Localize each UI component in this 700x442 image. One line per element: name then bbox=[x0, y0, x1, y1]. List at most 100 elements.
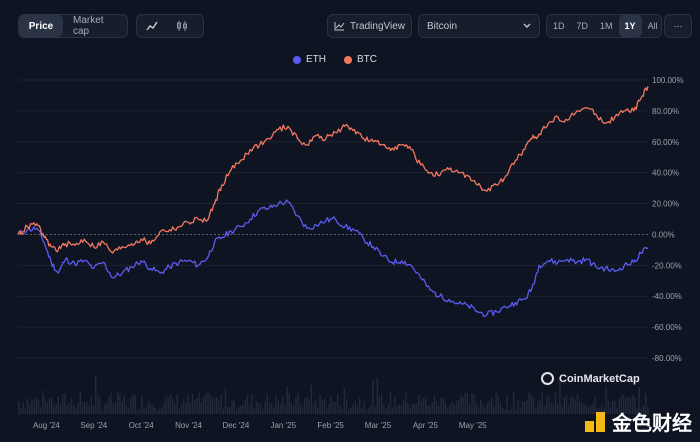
volume-bar bbox=[158, 408, 161, 414]
volume-bar bbox=[616, 407, 618, 414]
volume-bar bbox=[332, 401, 334, 414]
range-7d[interactable]: 7D bbox=[576, 21, 589, 31]
jinse-watermark: 金色财经 bbox=[584, 407, 692, 436]
volume-bar bbox=[304, 398, 306, 414]
tradingview-button[interactable]: TradingView bbox=[327, 14, 412, 38]
volume-bar bbox=[321, 400, 323, 414]
volume-bar bbox=[389, 392, 392, 414]
volume-bar bbox=[249, 403, 251, 414]
volume-bar bbox=[627, 396, 629, 414]
volume-bar bbox=[392, 407, 394, 414]
volume-bar bbox=[356, 406, 359, 414]
volume-bar bbox=[451, 401, 453, 414]
asset-select[interactable]: Bitcoin bbox=[418, 14, 540, 38]
volume-bar bbox=[433, 394, 436, 414]
volume-bar bbox=[178, 408, 180, 414]
more-icon: ··· bbox=[673, 21, 683, 31]
chart-series bbox=[17, 86, 649, 318]
volume-bar bbox=[90, 396, 92, 414]
volume-bar bbox=[365, 409, 367, 414]
volume-bar bbox=[612, 400, 614, 414]
volume-bar bbox=[354, 400, 356, 414]
volume-bar bbox=[268, 402, 271, 414]
volume-bar bbox=[95, 376, 97, 414]
volume-bar bbox=[473, 394, 475, 414]
legend-btc[interactable]: BTC bbox=[344, 54, 377, 65]
x-tick-label: Mar '25 bbox=[365, 421, 392, 430]
volume-bar bbox=[444, 401, 447, 414]
volume-bar bbox=[150, 403, 152, 414]
line-chart-icon[interactable] bbox=[137, 15, 167, 37]
volume-bar bbox=[510, 406, 513, 414]
volume-bar bbox=[114, 402, 117, 414]
range-all[interactable]: All bbox=[647, 21, 658, 31]
volume-bar bbox=[398, 404, 400, 414]
volume-bar bbox=[420, 400, 422, 414]
volume-bar bbox=[262, 408, 264, 414]
volume-bar bbox=[130, 397, 132, 414]
x-tick-label: Apr '25 bbox=[413, 421, 439, 430]
y-tick-label: -80.00% bbox=[652, 354, 682, 363]
volume-bar bbox=[563, 397, 565, 414]
volume-bar bbox=[440, 397, 442, 414]
volume-bar bbox=[623, 394, 625, 414]
y-tick-label: 0.00% bbox=[652, 230, 675, 239]
volume-bar bbox=[427, 405, 429, 414]
volume-bar bbox=[22, 402, 24, 414]
x-axis: Aug '24 Sep '24 Oct '24 Nov '24 Dec '24 Jan '… bbox=[33, 421, 487, 430]
volume-bar bbox=[68, 402, 70, 414]
volume-bar bbox=[367, 408, 370, 414]
legend-eth[interactable]: ETH bbox=[293, 54, 326, 65]
volume-bar bbox=[405, 393, 407, 414]
volume-bar bbox=[480, 399, 482, 414]
volume-bar bbox=[77, 402, 79, 414]
volume-bar bbox=[301, 407, 304, 414]
volume-bar bbox=[55, 404, 57, 414]
volume-bar bbox=[607, 400, 609, 414]
y-tick-label: -20.00% bbox=[652, 261, 682, 270]
eth-dot-icon bbox=[293, 55, 301, 64]
volume-bar bbox=[636, 408, 638, 414]
more-button[interactable]: ··· bbox=[664, 14, 692, 38]
volume-bar bbox=[306, 397, 308, 414]
volume-bar bbox=[535, 407, 537, 414]
volume-bar bbox=[222, 409, 224, 414]
volume-bar bbox=[414, 404, 416, 414]
volume-bar bbox=[64, 394, 66, 414]
volume-bar bbox=[552, 404, 554, 414]
coinmarketcap-logo-icon bbox=[541, 372, 554, 385]
volume-bar bbox=[645, 393, 647, 414]
volume-bar bbox=[312, 403, 315, 414]
range-1d[interactable]: 1D bbox=[553, 21, 565, 31]
volume-bar bbox=[513, 392, 515, 414]
volume-bar bbox=[543, 405, 546, 414]
candlestick-icon[interactable] bbox=[167, 15, 197, 37]
x-tick-label: Dec '24 bbox=[222, 421, 249, 430]
volume-bar bbox=[253, 408, 255, 414]
volume-bar bbox=[125, 405, 128, 414]
volume-bar bbox=[295, 396, 297, 414]
range-1m[interactable]: 1M bbox=[600, 21, 613, 31]
volume-bar bbox=[310, 385, 312, 414]
volume-bar bbox=[587, 407, 590, 414]
volume-bar bbox=[194, 401, 196, 414]
tab-price[interactable]: Price bbox=[19, 15, 63, 37]
tab-market-cap[interactable]: Market cap bbox=[73, 15, 104, 37]
volume-bar bbox=[491, 397, 493, 414]
volume-bar bbox=[123, 395, 125, 414]
volume-bar bbox=[200, 402, 202, 414]
volume-bar bbox=[167, 396, 169, 414]
volume-bar bbox=[156, 409, 158, 414]
range-1y[interactable]: 1Y bbox=[618, 15, 642, 37]
y-tick-label: 80.00% bbox=[652, 107, 679, 116]
volume-bar bbox=[475, 403, 477, 414]
volume-bar bbox=[609, 407, 612, 414]
coinmarketcap-label: CoinMarketCap bbox=[559, 372, 640, 385]
volume-bar bbox=[33, 401, 35, 414]
volume-bar bbox=[251, 393, 253, 414]
volume-bar bbox=[147, 401, 150, 414]
volume-bar bbox=[240, 405, 242, 414]
chart-toolbar: Price Market cap TradingView Bitcoin 1D … bbox=[0, 0, 700, 52]
volume-bar bbox=[488, 400, 491, 414]
volume-bar bbox=[117, 392, 119, 414]
